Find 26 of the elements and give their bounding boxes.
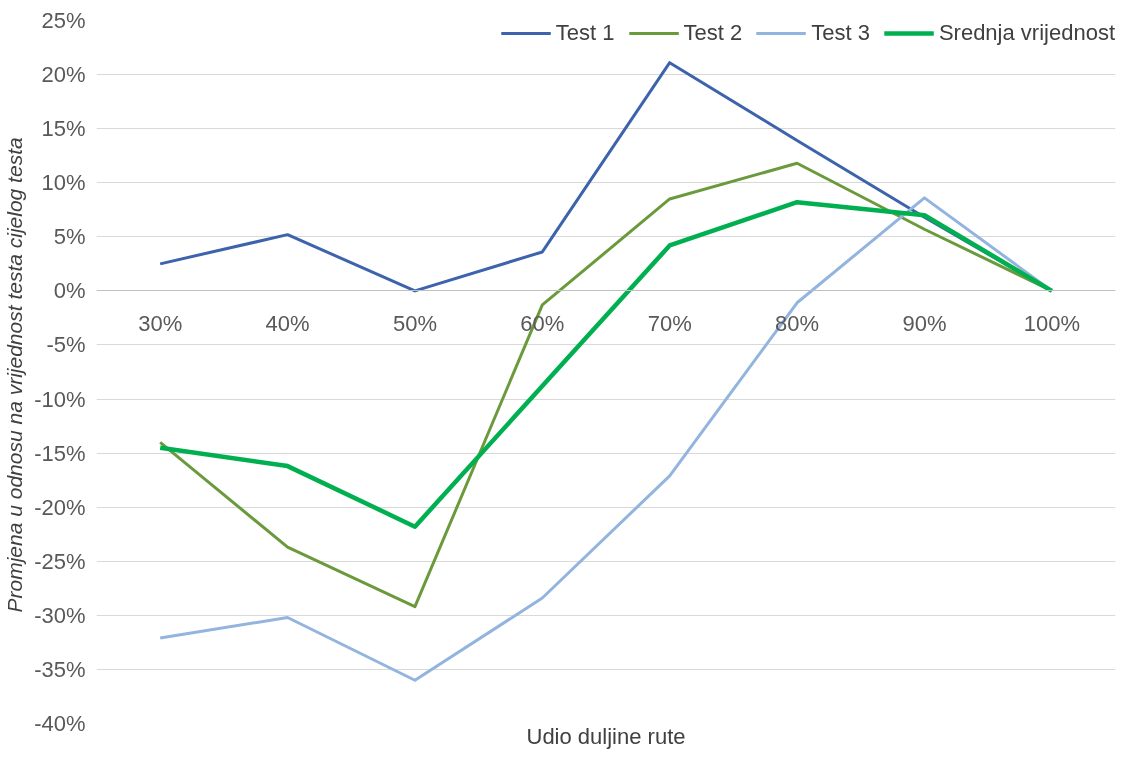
y-tick-label: -35% [34, 656, 86, 682]
y-tick-label: 0% [53, 278, 86, 304]
y-tick-label: -5% [46, 332, 86, 358]
y-tick-label: 10% [41, 170, 86, 196]
y-tick-label: -15% [34, 440, 86, 466]
x-tick-label: 70% [647, 310, 692, 336]
x-axis-title: Udio duljine rute [526, 723, 686, 749]
y-tick-label: 25% [41, 8, 86, 33]
y-axis-title: Promjena u odnosu na vrijednost testa cijelog testa [3, 137, 27, 613]
y-tick-label: -10% [34, 386, 86, 412]
legend-label: Test 1 [555, 20, 615, 46]
x-tick-label: 50% [392, 310, 437, 336]
x-tick-label: 40% [265, 310, 310, 336]
legend-label: Srednja vrijednost [938, 20, 1115, 46]
y-tick-label: 15% [41, 116, 86, 142]
y-tick-label: -40% [34, 711, 86, 736]
legend-label: Test 2 [683, 20, 743, 46]
y-tick-label: 20% [41, 62, 86, 88]
y-tick-label: 5% [53, 224, 86, 250]
x-tick-label: 100% [1023, 310, 1080, 336]
y-tick-label: -20% [34, 494, 86, 520]
y-tick-label: -30% [34, 602, 86, 628]
y-tick-label: -25% [34, 548, 86, 574]
x-tick-label: 90% [902, 310, 947, 336]
x-tick-label: 30% [138, 310, 183, 336]
legend-label: Test 3 [811, 20, 870, 46]
